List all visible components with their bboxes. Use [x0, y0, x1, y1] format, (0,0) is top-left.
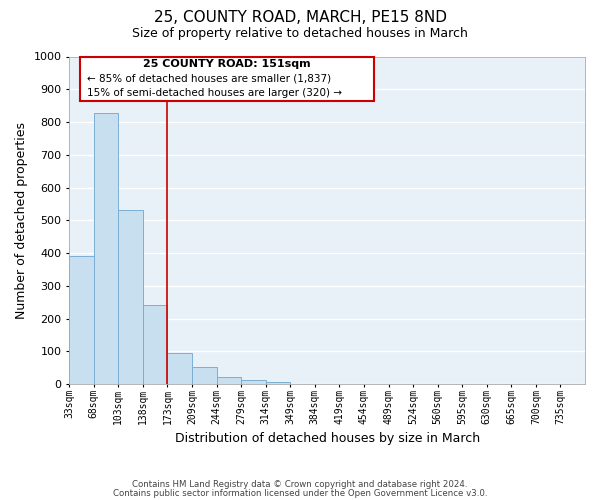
Bar [94, 113, 118, 384]
Bar [143, 305, 167, 384]
Bar [167, 353, 192, 384]
Text: Contains HM Land Registry data © Crown copyright and database right 2024.: Contains HM Land Registry data © Crown c… [132, 480, 468, 489]
Bar [192, 367, 217, 384]
Bar [217, 377, 241, 384]
Text: Contains public sector information licensed under the Open Government Licence v3: Contains public sector information licen… [113, 488, 487, 498]
Text: 25, COUNTY ROAD, MARCH, PE15 8ND: 25, COUNTY ROAD, MARCH, PE15 8ND [154, 10, 446, 25]
Text: ← 85% of detached houses are smaller (1,837): ← 85% of detached houses are smaller (1,… [87, 74, 331, 84]
Text: 15% of semi-detached houses are larger (320) →: 15% of semi-detached houses are larger (… [87, 88, 342, 98]
Bar [118, 210, 143, 384]
Text: Size of property relative to detached houses in March: Size of property relative to detached ho… [132, 28, 468, 40]
Bar [241, 380, 266, 384]
Text: 25 COUNTY ROAD: 151sqm: 25 COUNTY ROAD: 151sqm [143, 59, 310, 69]
Y-axis label: Number of detached properties: Number of detached properties [15, 122, 28, 319]
FancyBboxPatch shape [80, 56, 374, 100]
Bar [266, 382, 290, 384]
Bar [69, 256, 94, 384]
X-axis label: Distribution of detached houses by size in March: Distribution of detached houses by size … [175, 432, 479, 445]
